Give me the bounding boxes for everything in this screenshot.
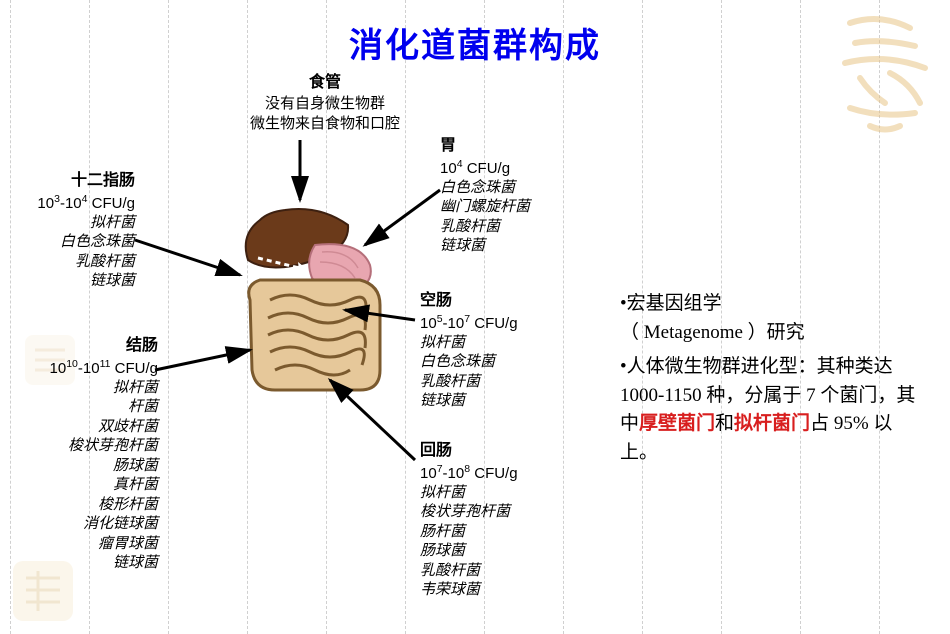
label-title: 结肠 xyxy=(8,335,158,357)
label-species: 幽门螺旋杆菌 xyxy=(440,198,530,218)
label-cfu: 103-104 CFU/g xyxy=(15,192,135,214)
label-species: 梭状芽孢杆菌 xyxy=(8,437,158,457)
label-line: 没有自身微生物群 xyxy=(220,94,430,114)
label-title: 食管 xyxy=(220,72,430,94)
label-title: 空肠 xyxy=(420,290,518,312)
label-species: 拟杆菌 xyxy=(420,484,518,504)
bullet-text: （ Metagenome ）研究 xyxy=(620,322,805,343)
label-title: 十二指肠 xyxy=(15,170,135,192)
label-species: 瘤胃球菌 xyxy=(8,535,158,555)
label-species: 消化链球菌 xyxy=(8,515,158,535)
bullet-text: 宏基因组学 xyxy=(627,293,722,314)
label-cfu: 104 CFU/g xyxy=(440,157,530,179)
label-species: 梭状芽孢杆菌 xyxy=(420,503,518,523)
label-species: 真杆菌 xyxy=(8,476,158,496)
label-species: 拟杆菌 xyxy=(420,334,518,354)
bullet-2: •人体微生物群进化型：其种类达 1000-1150 种，分属于 7 个菌门，其中… xyxy=(620,353,925,467)
highlight: 厚壁菌门 xyxy=(639,413,715,434)
label-jejunum: 空肠 105-107 CFU/g 拟杆菌 白色念珠菌 乳酸杆菌 链球菌 xyxy=(420,290,518,412)
label-stomach: 胃 104 CFU/g 白色念珠菌 幽门螺旋杆菌 乳酸杆菌 链球菌 xyxy=(440,135,530,257)
label-title: 回肠 xyxy=(420,440,518,462)
label-species: 链球菌 xyxy=(8,554,158,574)
label-ileum: 回肠 107-108 CFU/g 拟杆菌 梭状芽孢杆菌 肠杆菌 肠球菌 乳酸杆菌… xyxy=(420,440,518,601)
label-species: 肠球菌 xyxy=(420,542,518,562)
label-colon: 结肠 1010-1011 CFU/g 拟杆菌 杆菌 双歧杆菌 梭状芽孢杆菌 肠球… xyxy=(8,335,158,574)
label-title: 胃 xyxy=(440,135,530,157)
label-species: 肠球菌 xyxy=(8,457,158,477)
label-species: 乳酸杆菌 xyxy=(420,373,518,393)
highlight: 拟杆菌门 xyxy=(734,413,810,434)
label-species: 肠杆菌 xyxy=(420,523,518,543)
label-cfu: 107-108 CFU/g xyxy=(420,462,518,484)
label-species: 双歧杆菌 xyxy=(8,418,158,438)
label-species: 乳酸杆菌 xyxy=(15,253,135,273)
label-species: 白色念珠菌 xyxy=(420,353,518,373)
label-duodenum: 十二指肠 103-104 CFU/g 拟杆菌 白色念珠菌 乳酸杆菌 链球菌 xyxy=(15,170,135,292)
label-species: 链球菌 xyxy=(15,272,135,292)
label-species: 乳酸杆菌 xyxy=(440,218,530,238)
label-cfu: 105-107 CFU/g xyxy=(420,312,518,334)
digestive-system-diagram xyxy=(230,200,400,400)
bullet-text: 和 xyxy=(715,413,734,434)
label-species: 白色念珠菌 xyxy=(440,179,530,199)
label-species: 拟杆菌 xyxy=(8,379,158,399)
label-line: 微生物来自食物和口腔 xyxy=(220,114,430,134)
page-title: 消化道菌群构成 xyxy=(349,18,601,67)
label-species: 链球菌 xyxy=(420,392,518,412)
label-cfu: 1010-1011 CFU/g xyxy=(8,357,158,379)
watermark-calligraphy-icon xyxy=(830,8,940,138)
label-species: 韦荣球菌 xyxy=(420,581,518,601)
label-esophagus: 食管 没有自身微生物群 微生物来自食物和口腔 xyxy=(220,72,430,134)
label-species: 杆菌 xyxy=(8,398,158,418)
label-species: 乳酸杆菌 xyxy=(420,562,518,582)
label-species: 拟杆菌 xyxy=(15,214,135,234)
label-species: 梭形杆菌 xyxy=(8,496,158,516)
side-notes: •宏基因组学 （ Metagenome ）研究 •人体微生物群进化型：其种类达 … xyxy=(620,290,925,473)
label-species: 链球菌 xyxy=(440,237,530,257)
bullet-1: •宏基因组学 （ Metagenome ）研究 xyxy=(620,290,925,347)
label-species: 白色念珠菌 xyxy=(15,233,135,253)
